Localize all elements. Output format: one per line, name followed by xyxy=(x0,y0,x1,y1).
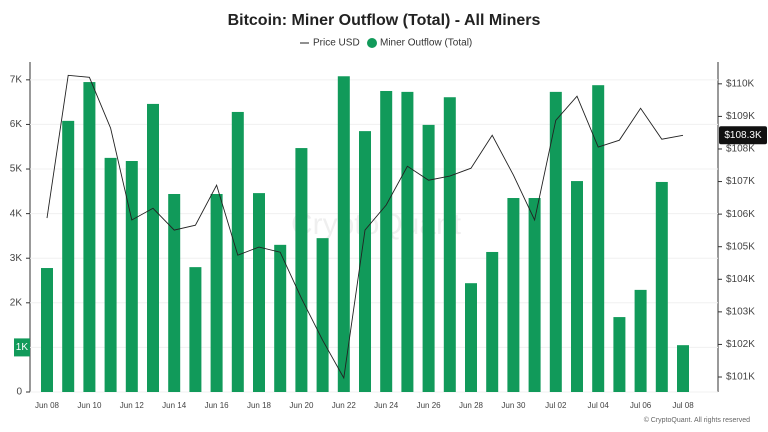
bar xyxy=(507,198,520,392)
x-tick-label: Jun 26 xyxy=(417,401,442,410)
bar xyxy=(41,268,53,392)
y2-tick-label: $107K xyxy=(726,176,755,187)
y-tick-label: 2K xyxy=(10,297,23,308)
y-tick-label: 4K xyxy=(10,208,23,219)
legend-swatch xyxy=(367,38,377,48)
x-tick-label: Jul 06 xyxy=(630,401,652,410)
y-tick-label: 6K xyxy=(10,119,23,130)
bar xyxy=(677,345,689,392)
bar xyxy=(486,251,499,392)
bar xyxy=(401,91,414,392)
bar xyxy=(168,194,181,392)
y2-tick-label: $102K xyxy=(726,339,755,350)
x-tick-label: Jun 16 xyxy=(205,401,230,410)
x-tick-label: Jun 10 xyxy=(77,401,102,410)
bar xyxy=(147,103,159,393)
y2-tick-label: $110K xyxy=(726,78,755,89)
x-tick-label: Jul 08 xyxy=(672,401,694,410)
x-tick-label: Jun 18 xyxy=(247,401,272,410)
x-tick-label: Jul 04 xyxy=(588,401,610,410)
y2-tick-label: $101K xyxy=(726,372,755,383)
price-marker-label: $108.3K xyxy=(724,130,762,141)
bar xyxy=(592,85,605,393)
bar xyxy=(443,97,456,392)
bar xyxy=(316,238,329,392)
legend-label: Price USD xyxy=(313,38,360,49)
y-tick-label: 7K xyxy=(10,74,23,85)
y2-tick-label: $103K xyxy=(726,307,755,318)
bar xyxy=(210,194,223,392)
y-tick-label: 0 xyxy=(16,387,22,398)
y-tick-label: 1K xyxy=(16,342,29,353)
legend-label: Miner Outflow (Total) xyxy=(380,38,472,49)
y2-tick-label: $109K xyxy=(726,111,755,122)
bar xyxy=(634,289,647,392)
watermark: CryptoQuant xyxy=(291,208,462,241)
bar xyxy=(613,317,626,392)
x-tick-label: Jun 28 xyxy=(459,401,484,410)
x-tick-label: Jun 22 xyxy=(332,401,357,410)
bar xyxy=(274,244,287,392)
footer: © CryptoQuant. All rights reserved xyxy=(644,416,750,424)
chart-title: Bitcoin: Miner Outflow (Total) - All Min… xyxy=(228,12,541,29)
bar xyxy=(359,131,371,392)
bar xyxy=(62,120,75,392)
bar xyxy=(655,181,668,392)
price-marker xyxy=(719,126,767,145)
bar xyxy=(571,181,583,392)
x-tick-label: Jun 30 xyxy=(501,401,526,410)
bar xyxy=(231,111,244,392)
y2-tick-label: $105K xyxy=(726,241,755,252)
bar xyxy=(465,283,477,392)
bar xyxy=(528,198,541,392)
bar xyxy=(189,267,202,392)
bar xyxy=(549,91,562,392)
price-line xyxy=(46,74,684,380)
y-tick-label: 3K xyxy=(10,253,23,264)
y2-tick-label: $106K xyxy=(726,209,755,220)
y-tick-label: 5K xyxy=(10,164,23,175)
bar xyxy=(422,124,435,392)
bar xyxy=(83,82,96,392)
y2-tick-label: $108K xyxy=(726,144,755,155)
x-tick-label: Jun 24 xyxy=(374,401,399,410)
x-tick-label: Jun 14 xyxy=(162,401,187,410)
x-tick-label: Jul 02 xyxy=(545,401,567,410)
x-tick-label: Jun 20 xyxy=(289,401,314,410)
bar-marker xyxy=(14,338,30,357)
bar xyxy=(295,148,308,392)
bar xyxy=(380,90,393,393)
bar xyxy=(337,76,350,393)
x-tick-label: Jun 08 xyxy=(35,401,60,410)
bar xyxy=(253,193,265,392)
x-tick-label: Jun 12 xyxy=(120,401,145,410)
bar xyxy=(125,161,138,392)
y2-tick-label: $104K xyxy=(726,274,755,285)
bar xyxy=(104,157,117,392)
